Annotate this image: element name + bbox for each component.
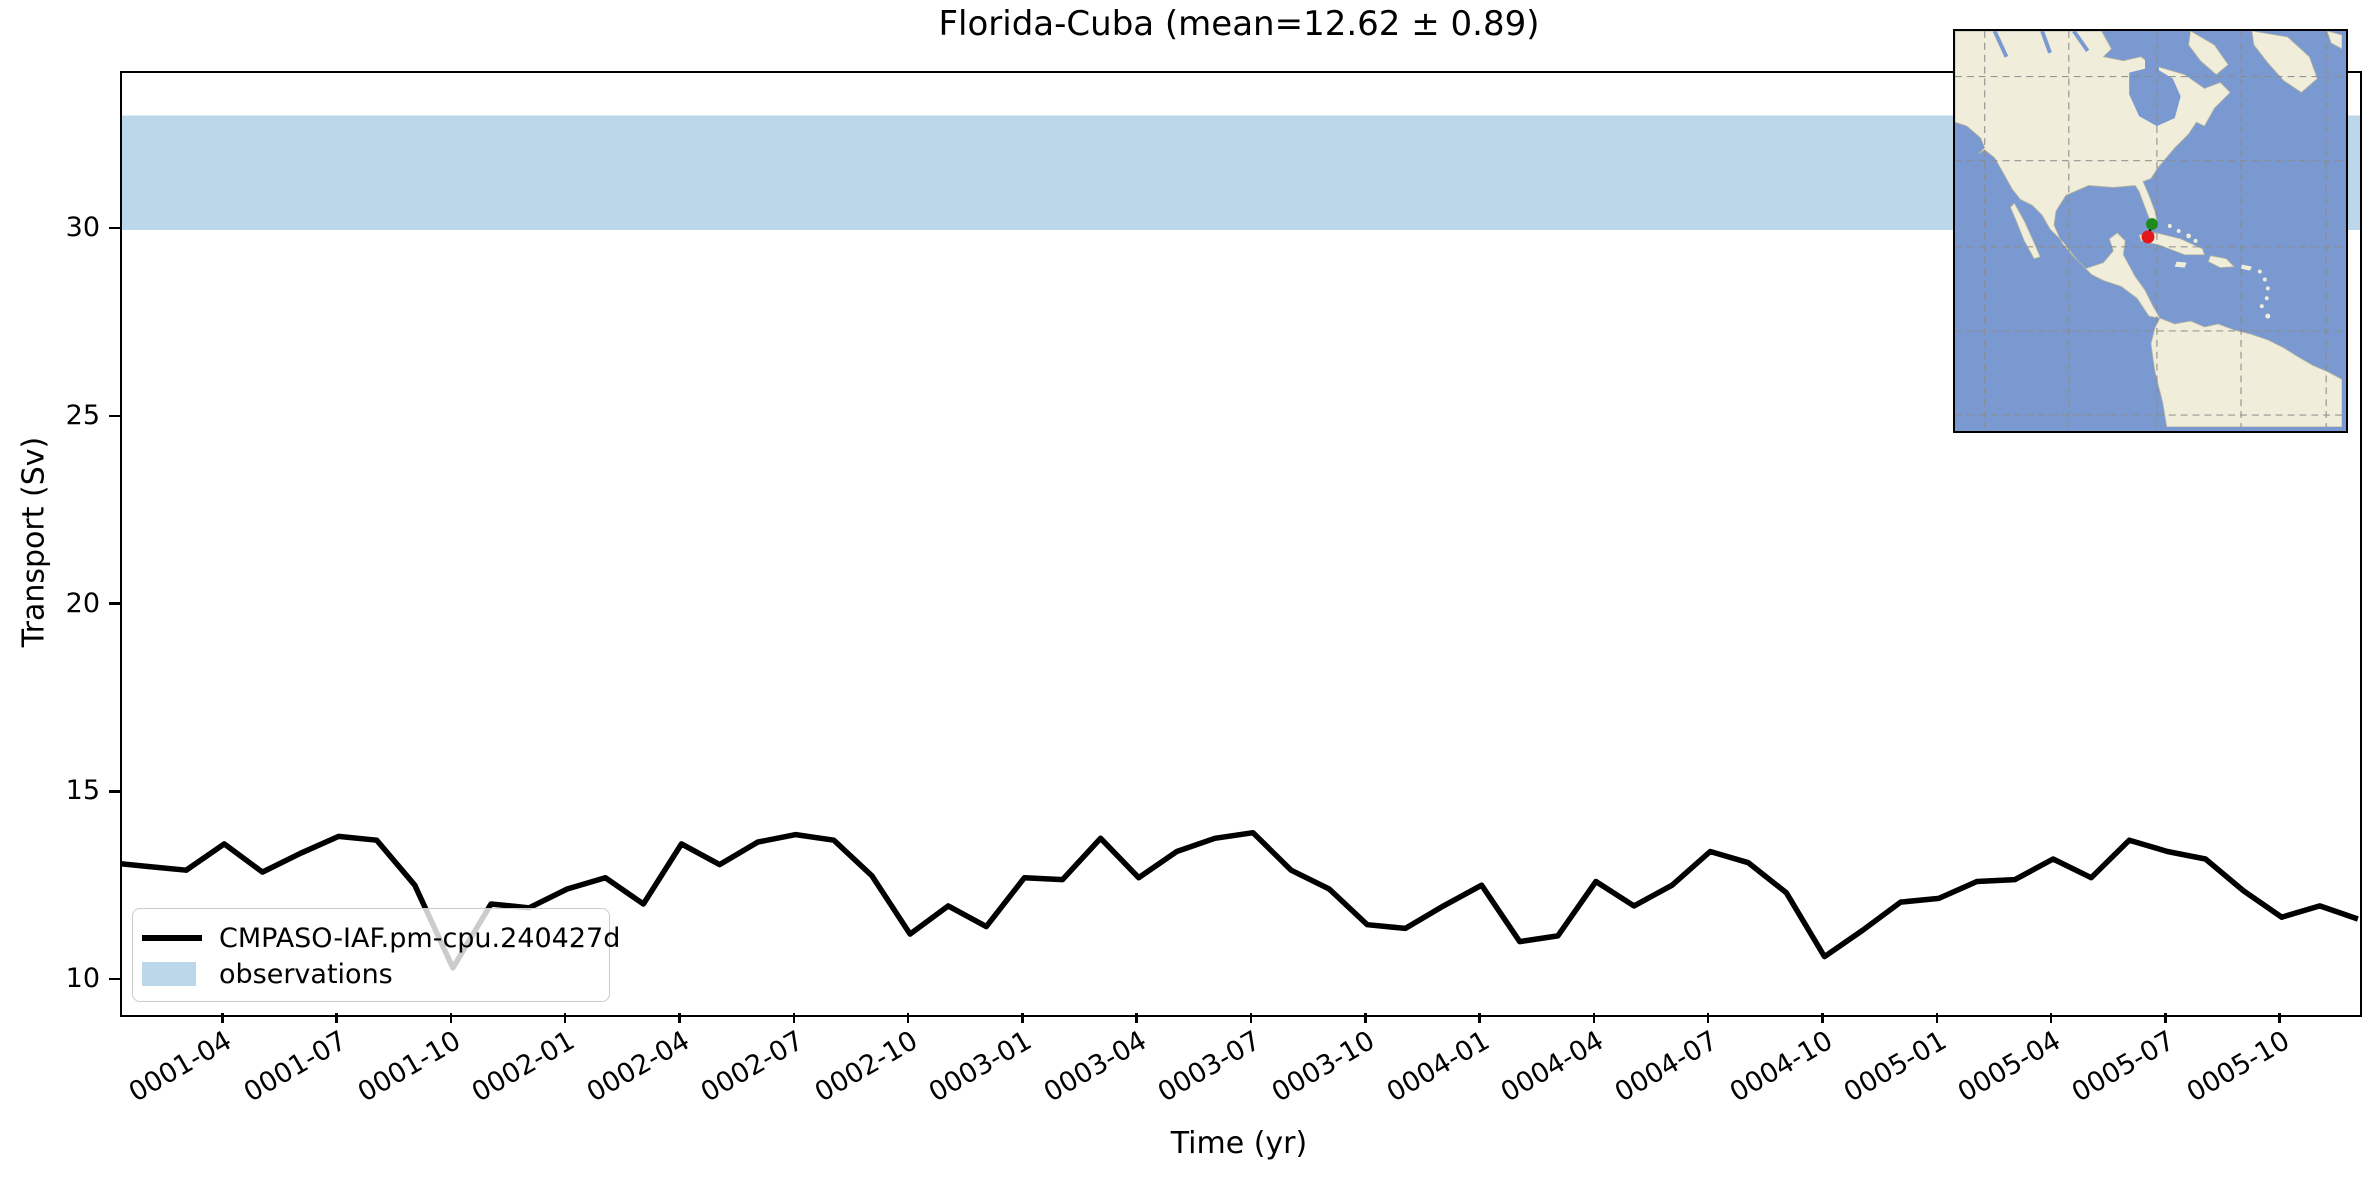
x-tick-label: 0004-07 [1609, 1025, 1724, 1109]
puerto-rico-island [2241, 264, 2252, 271]
line-swatch [142, 935, 202, 941]
y-tick-label: 25 [65, 399, 100, 431]
location-inset-map [1953, 29, 2348, 433]
iceland [2326, 31, 2342, 50]
hudson-bay [2129, 31, 2181, 127]
x-tick-label: 0003-07 [1152, 1025, 1266, 1109]
x-tick-label: 0002-10 [809, 1025, 924, 1109]
arctic-channels [1992, 31, 2090, 58]
x-tick-label: 0005-04 [1952, 1025, 2067, 1109]
x-tick-label: 0003-10 [1267, 1025, 1381, 1109]
jamaica-island [2174, 261, 2187, 268]
chart-title: Florida-Cuba (mean=12.62 ± 0.89) [938, 4, 1540, 44]
x-tick-label: 0002-04 [581, 1025, 695, 1109]
bahamas [2167, 224, 2198, 243]
south-america-landmass [2150, 317, 2342, 427]
legend: CMPASO-IAF.pm-cpu.240427d observations [132, 908, 620, 1002]
x-tick-label: 0004-04 [1495, 1025, 1609, 1109]
hispaniola-island [2207, 255, 2236, 269]
x-axis-label: Time (yr) [1170, 1126, 1308, 1161]
y-tick-mark [109, 602, 120, 605]
y-axis-label: Transport (Sv) [16, 436, 52, 648]
x-tick-label: 0001-07 [238, 1025, 352, 1109]
x-tick-label: 0004-01 [1381, 1025, 1495, 1109]
x-tick-label: 0001-10 [352, 1025, 466, 1109]
lesser-antilles [2257, 269, 2271, 319]
y-tick-label: 15 [65, 775, 100, 807]
legend-row-model: CMPASO-IAF.pm-cpu.240427d [142, 922, 620, 954]
x-tick-label: 0002-07 [695, 1025, 809, 1109]
y-tick-mark [109, 414, 120, 417]
inset-map-svg [1955, 31, 2342, 427]
y-tick-mark [109, 977, 120, 981]
x-tick-label: 0005-07 [2067, 1025, 2181, 1109]
baffin-island [2188, 31, 2229, 76]
x-tick-label: 0002-01 [466, 1025, 581, 1109]
y-tick-label: 10 [65, 963, 100, 994]
red-endpoint-marker [2141, 230, 2155, 244]
green-endpoint-marker [2146, 218, 2158, 230]
baja-california [2009, 202, 2041, 260]
band-swatch [142, 962, 196, 986]
x-tick-label: 0003-04 [1038, 1025, 1152, 1109]
y-tick-mark [109, 790, 120, 793]
x-tick-label: 0003-01 [924, 1025, 1038, 1109]
y-tick-mark [109, 226, 120, 230]
x-tick-label: 0001-04 [124, 1025, 238, 1109]
legend-observations-label: observations [219, 958, 393, 990]
x-tick-label: 0005-01 [1838, 1025, 1952, 1109]
legend-row-observations: observations [142, 958, 609, 990]
x-tick-label: 0005-10 [2181, 1025, 2295, 1109]
x-tick-label: 0004-10 [1724, 1025, 1838, 1109]
legend-model-label: CMPASO-IAF.pm-cpu.240427d [219, 922, 621, 954]
y-tick-label: 30 [65, 212, 100, 243]
graticule-gridlines [1955, 31, 2342, 427]
